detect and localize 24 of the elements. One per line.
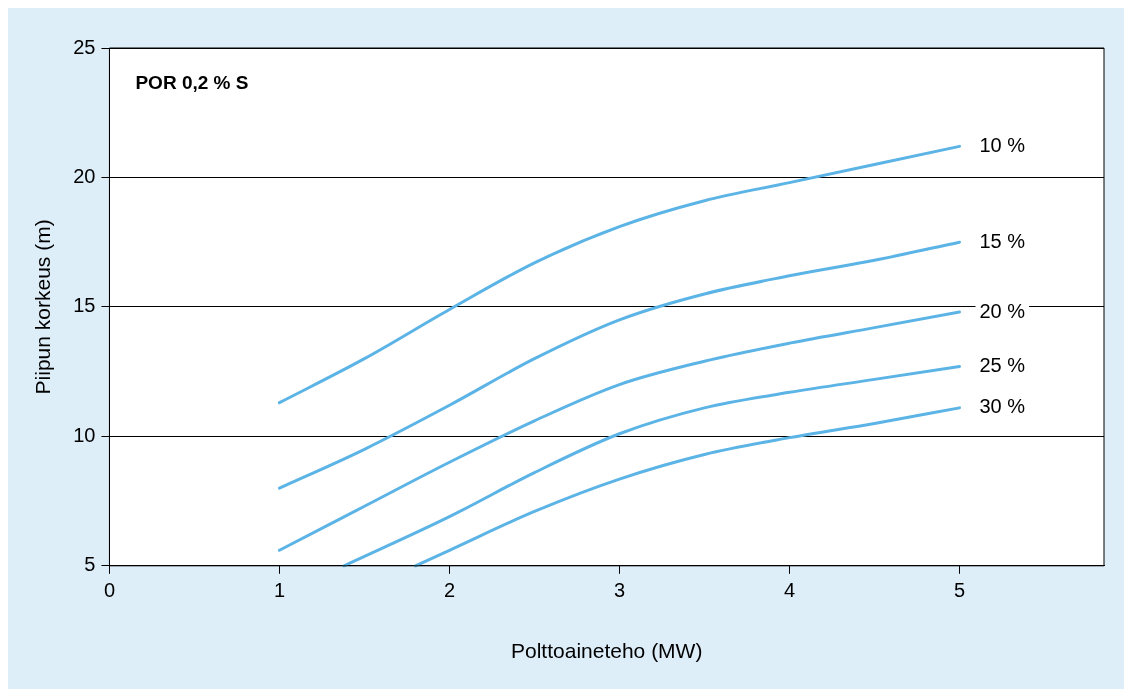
- x-tick-label: 2: [443, 579, 456, 602]
- x-tick-label: 4: [783, 579, 796, 602]
- annotation: POR 0,2 % S: [135, 71, 249, 93]
- line-series: [277, 144, 961, 405]
- series-label: 25 %: [979, 353, 1026, 376]
- line-series: [413, 406, 961, 568]
- x-tick-label: 5: [953, 579, 966, 602]
- line-series: [342, 364, 961, 568]
- y-tick-label: 15: [73, 294, 96, 317]
- y-tick-label: 5: [84, 553, 96, 576]
- y-axis-title: Piipun korkeus (m): [31, 219, 55, 395]
- x-tick-label: 3: [613, 579, 626, 602]
- line-series: [277, 240, 961, 490]
- series-label: 20 %: [979, 299, 1026, 322]
- series-label: 15 %: [979, 229, 1026, 252]
- line-series: [277, 310, 961, 552]
- x-tick-label: 0: [103, 579, 116, 602]
- series-label: 10 %: [979, 133, 1026, 156]
- series-label: 30 %: [979, 395, 1026, 418]
- y-tick-label: 10: [73, 423, 96, 446]
- y-tick-label: 25: [73, 35, 96, 58]
- y-tick-label: 20: [73, 164, 96, 187]
- x-axis-title: Polttoaineteho (MW): [511, 639, 703, 663]
- x-tick-label: 1: [273, 579, 286, 602]
